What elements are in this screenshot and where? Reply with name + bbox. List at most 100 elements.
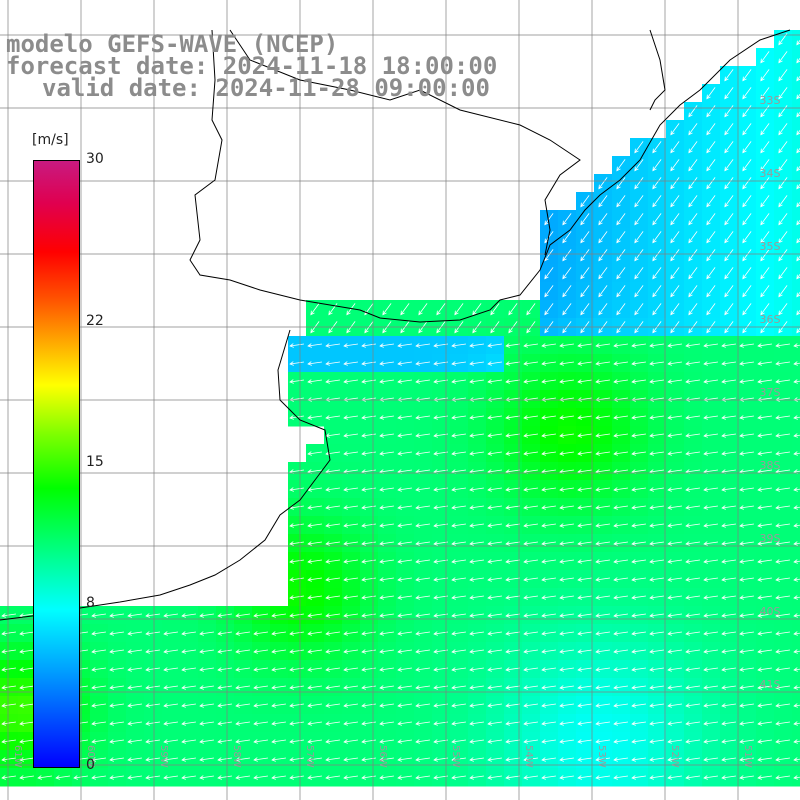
wind-arrow bbox=[577, 361, 592, 366]
wind-arrow bbox=[235, 739, 250, 744]
wind-arrow bbox=[415, 451, 430, 456]
wind-arrow bbox=[544, 213, 554, 226]
wind-arrow bbox=[397, 379, 412, 384]
wind-arrow bbox=[325, 451, 340, 456]
wind-arrow bbox=[325, 523, 340, 528]
wind-arrow bbox=[343, 559, 358, 564]
wind-arrow bbox=[451, 577, 466, 582]
wind-arrow bbox=[379, 775, 394, 780]
wind-arrow bbox=[307, 595, 322, 600]
wind-arrow bbox=[433, 361, 448, 366]
wind-arrow bbox=[562, 303, 572, 316]
wind-arrow bbox=[91, 757, 106, 762]
wind-arrow bbox=[703, 667, 718, 672]
wind-arrow bbox=[343, 631, 358, 636]
wind-arrow bbox=[307, 361, 322, 366]
wind-arrow bbox=[505, 613, 520, 618]
wind-arrow bbox=[670, 249, 680, 262]
wind-arrow bbox=[739, 613, 754, 618]
wind-arrow bbox=[703, 757, 718, 762]
wind-arrow bbox=[253, 703, 268, 708]
wind-arrow bbox=[652, 303, 662, 316]
wind-arrow bbox=[289, 757, 304, 762]
wind-arrow bbox=[523, 739, 538, 744]
wind-arrow bbox=[703, 559, 718, 564]
colorbar-tick-0: 0 bbox=[86, 757, 95, 773]
wind-arrow bbox=[487, 505, 502, 510]
longitude-labels: 61W 60W 59W 58W 57W 56W 55W 54W 53W 52W 51W bbox=[12, 745, 753, 768]
wind-arrow bbox=[379, 577, 394, 582]
wind-arrows bbox=[1, 33, 800, 780]
wind-arrow bbox=[127, 739, 142, 744]
title-valid-date: valid date: 2024-11-28 09:00:00 bbox=[42, 74, 490, 102]
lon-label: 60W bbox=[85, 745, 96, 768]
wind-arrow bbox=[739, 433, 754, 438]
wind-arrow bbox=[325, 775, 340, 780]
wind-arrow bbox=[739, 541, 754, 546]
wind-arrow bbox=[523, 559, 538, 564]
wind-arrow bbox=[721, 649, 736, 654]
wind-arrow bbox=[289, 343, 304, 348]
wind-arrow bbox=[433, 505, 448, 510]
wind-arrow bbox=[688, 213, 698, 226]
wind-arrow bbox=[145, 613, 160, 618]
wind-arrow bbox=[616, 195, 626, 208]
wind-arrow bbox=[595, 415, 610, 420]
wind-arrow bbox=[775, 757, 790, 762]
wind-arrow bbox=[523, 721, 538, 726]
wind-arrow bbox=[670, 159, 680, 172]
wind-arrow bbox=[667, 361, 682, 366]
wind-arrow bbox=[163, 649, 178, 654]
wind-arrow bbox=[760, 213, 770, 226]
wind-arrow bbox=[235, 757, 250, 762]
wind-arrow bbox=[307, 739, 322, 744]
wind-arrow bbox=[433, 379, 448, 384]
wind-arrow bbox=[631, 577, 646, 582]
wind-arrow bbox=[235, 685, 250, 690]
wind-arrow bbox=[739, 343, 754, 348]
wind-arrow bbox=[670, 123, 680, 136]
lon-label: 55W bbox=[450, 745, 461, 768]
wind-arrow bbox=[415, 415, 430, 420]
wind-arrow bbox=[541, 631, 556, 636]
wind-arrow bbox=[487, 775, 502, 780]
wind-arrow bbox=[613, 649, 628, 654]
wind-arrow bbox=[469, 415, 484, 420]
wind-arrow bbox=[559, 703, 574, 708]
wind-cell bbox=[792, 588, 800, 607]
wind-arrow bbox=[670, 141, 680, 154]
wind-arrow bbox=[199, 775, 214, 780]
wind-arrow bbox=[523, 631, 538, 636]
wind-arrow bbox=[235, 631, 250, 636]
wind-arrow bbox=[739, 559, 754, 564]
wind-arrow bbox=[760, 303, 770, 316]
wind-arrow bbox=[613, 721, 628, 726]
wind-arrow bbox=[724, 123, 734, 136]
coastline bbox=[0, 29, 791, 621]
wind-arrow bbox=[181, 667, 196, 672]
wind-arrow bbox=[685, 703, 700, 708]
wind-arrow bbox=[613, 559, 628, 564]
wind-arrow bbox=[577, 685, 592, 690]
wind-arrow bbox=[310, 303, 320, 316]
wind-arrow bbox=[415, 613, 430, 618]
wind-arrow bbox=[541, 649, 556, 654]
wind-cell bbox=[792, 750, 800, 769]
wind-arrow bbox=[685, 451, 700, 456]
wind-arrow bbox=[523, 595, 538, 600]
wind-arrow bbox=[739, 649, 754, 654]
wind-arrow bbox=[163, 721, 178, 726]
wind-arrow bbox=[793, 685, 800, 690]
wind-arrow bbox=[415, 361, 430, 366]
wind-arrow bbox=[724, 159, 734, 172]
wind-cell bbox=[792, 372, 800, 391]
wind-arrow bbox=[109, 721, 124, 726]
wind-arrow bbox=[757, 487, 772, 492]
wind-arrow bbox=[1, 631, 16, 636]
wind-arrow bbox=[775, 361, 790, 366]
wind-arrow bbox=[688, 159, 698, 172]
wind-arrow bbox=[505, 595, 520, 600]
wind-arrow bbox=[181, 739, 196, 744]
wind-arrow bbox=[307, 649, 322, 654]
wind-arrow bbox=[631, 559, 646, 564]
